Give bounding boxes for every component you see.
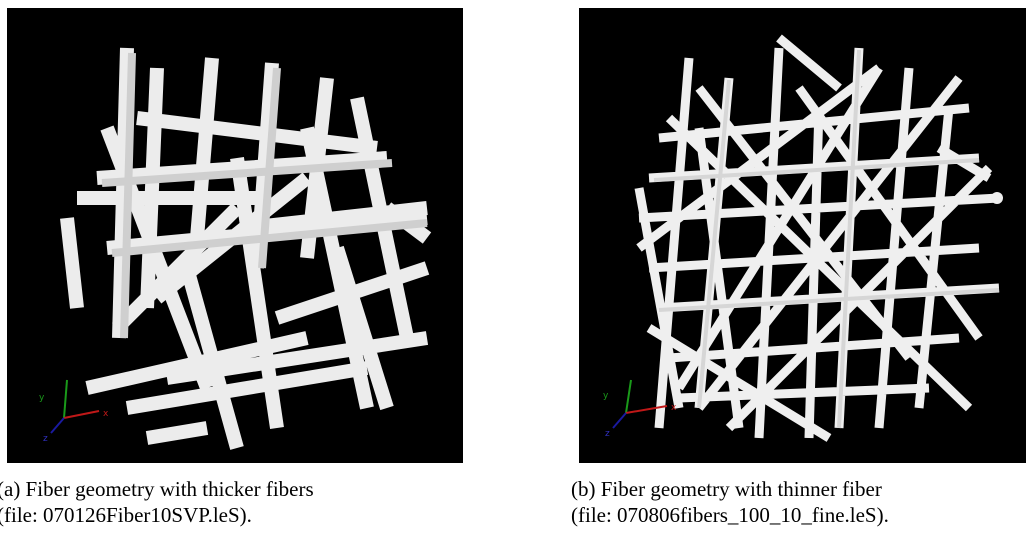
axis-label: z (605, 429, 610, 439)
axis-label: y (603, 391, 609, 401)
caption: (file: 070806fibers_100_10_fine.leS). (571, 503, 889, 528)
caption: (file: 070126Fiber10SVP.leS). (0, 503, 252, 528)
page: x y z x y z (a) Fiber geometry with thic… (0, 0, 1026, 536)
caption: (a) Fiber geometry with thicker fibers (0, 477, 314, 502)
caption: (b) Fiber geometry with thinner fiber (571, 477, 882, 502)
axis-label: z (43, 434, 48, 444)
axis-label: x (671, 403, 677, 413)
fiber-render-a: x y z (7, 8, 463, 463)
axis-label: x (103, 409, 109, 419)
fiber-render-b: x y z (579, 8, 1026, 463)
axis-label: y (39, 393, 45, 403)
